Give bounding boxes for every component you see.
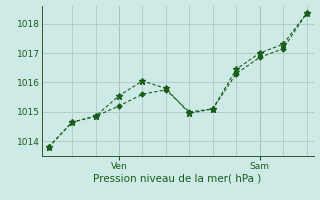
X-axis label: Pression niveau de la mer( hPa ): Pression niveau de la mer( hPa ) [93, 173, 262, 183]
